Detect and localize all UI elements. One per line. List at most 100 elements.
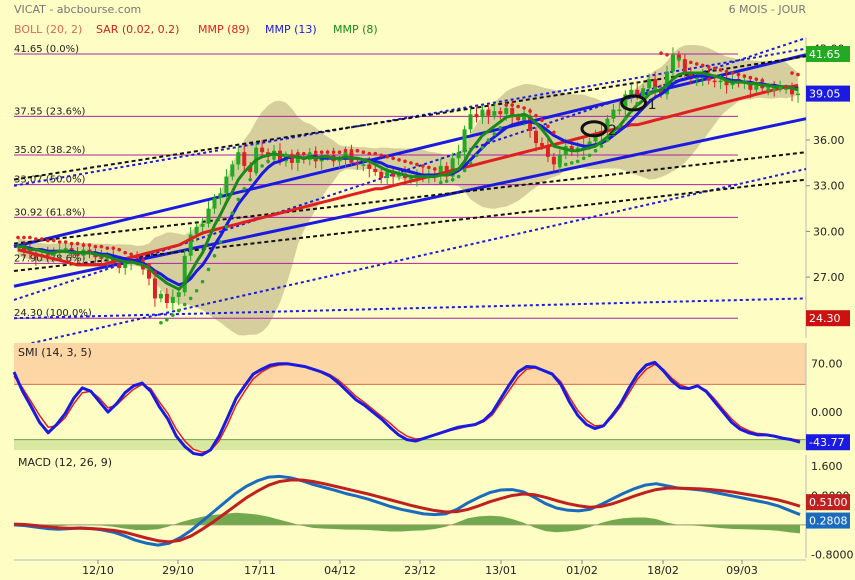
sar-dot [200, 279, 205, 284]
candle-body [796, 93, 800, 96]
sar-dot [290, 153, 294, 158]
candle-body [200, 223, 205, 227]
sar-dot [766, 87, 771, 92]
candle-body [99, 257, 104, 259]
candle-body [492, 111, 497, 116]
sar-dot [224, 225, 229, 229]
candle-body [635, 89, 640, 96]
sar-dot [528, 109, 532, 113]
candle-body [587, 141, 592, 147]
sar-dot [778, 86, 782, 91]
pattern-number-label: 1 [648, 97, 657, 113]
candle-body [123, 261, 128, 268]
date-tick-label: 01/02 [566, 564, 598, 577]
candle-body [569, 146, 574, 151]
candle-body [242, 152, 247, 166]
trend-line [13, 53, 807, 249]
sar-dot [379, 153, 384, 158]
sar-dot [492, 132, 497, 136]
smi-panel: 70.00 0.000 -43.77 [12, 343, 850, 457]
sar-dot [16, 235, 20, 240]
sar-dot [194, 288, 199, 293]
trend-line [13, 37, 807, 301]
price-tick-label: 30.00 [813, 225, 845, 238]
candle-body [45, 254, 50, 256]
candle-body [152, 278, 157, 299]
trend-line [13, 297, 807, 320]
pattern-circle-marker [580, 120, 608, 138]
sar-dot [319, 150, 324, 155]
candle-body [260, 147, 265, 153]
sar-dot [81, 243, 86, 247]
sar-dot [176, 308, 181, 313]
sar-dot [540, 118, 544, 123]
sar-dot [385, 154, 389, 159]
candle-body [682, 59, 687, 75]
sar-dot [796, 72, 800, 77]
candle-body [647, 79, 652, 89]
candle-body [617, 109, 622, 112]
legend-mmp-8: MMP (8) [333, 23, 378, 36]
sar-dot [397, 158, 401, 162]
candle-body [248, 165, 253, 173]
macd-histogram [14, 512, 800, 534]
candle-body [206, 208, 211, 224]
date-tick-label: 04/12 [324, 564, 356, 577]
sar-dot [40, 237, 44, 241]
date-tick-label: 23/12 [404, 564, 436, 577]
macd-value-box [806, 512, 850, 529]
sar-dot [99, 244, 104, 249]
legend-sar: SAR (0.02, 0.2) [96, 23, 179, 36]
sar-dot [671, 54, 675, 59]
candle-body [534, 130, 539, 144]
candle-body [182, 255, 187, 293]
candle-body [653, 79, 658, 89]
smi-oversold-zone [14, 439, 806, 450]
candle-body [373, 168, 378, 173]
sar-dot [141, 258, 145, 263]
sar-dot [724, 69, 729, 74]
sar-dot [367, 151, 372, 156]
candle-body [379, 172, 384, 179]
sar-dot [736, 72, 741, 77]
candle-body [164, 293, 169, 303]
sar-dot [212, 253, 217, 258]
sar-dot [391, 156, 395, 161]
sar-dot [218, 240, 223, 244]
fibonacci-label: 41.65 (0.0%) [14, 44, 79, 55]
candle-body [117, 263, 122, 268]
candle-body [21, 246, 26, 252]
sar-dot [742, 74, 747, 78]
sar-dot [57, 240, 62, 244]
trend-line [13, 47, 807, 187]
sar-dot [575, 159, 580, 164]
legend-mmp-89: MMP (89) [198, 23, 250, 36]
smi-value-box [806, 434, 850, 451]
sar-dot [617, 124, 622, 129]
sar-dot [593, 148, 598, 153]
candle-body [611, 109, 616, 119]
sar-dot [522, 106, 526, 110]
price-value-box [806, 310, 850, 327]
fibonacci-label: 37.55 (23.6%) [14, 106, 85, 117]
price-value-box [806, 45, 850, 62]
sar-dot [325, 150, 330, 155]
date-tick-label: 17/11 [244, 564, 276, 577]
candle-body [539, 143, 544, 147]
sar-dot [700, 63, 705, 68]
sar-dot [712, 66, 717, 71]
sar-dot [260, 164, 264, 168]
candle-body [462, 129, 467, 153]
macd-tick-label: -0.8000 [811, 548, 853, 561]
sar-dot [760, 78, 765, 83]
sar-dot [337, 150, 342, 155]
sar-dot [450, 177, 455, 182]
sar-dot [653, 86, 657, 91]
price-value-label: 39.05 [809, 88, 841, 101]
sar-dot [498, 126, 503, 130]
sar-dot [474, 153, 479, 158]
candle-body [361, 164, 366, 166]
sar-dot [427, 165, 431, 170]
